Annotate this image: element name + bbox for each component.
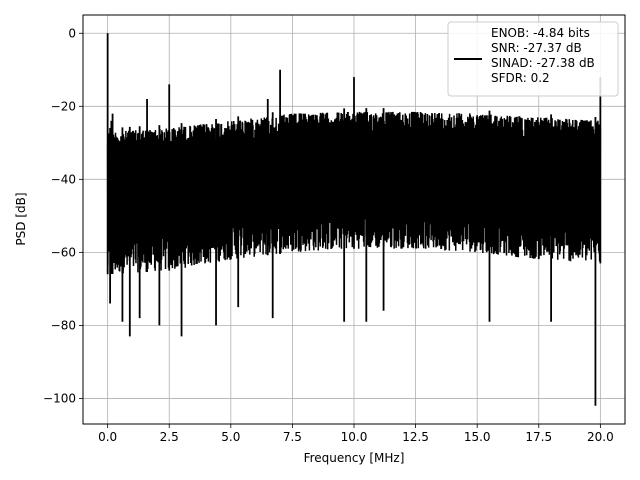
x-tick-label: 20.0 [587, 430, 614, 444]
y-axis-label: PSD [dB] [14, 192, 28, 245]
x-tick-label: 15.0 [464, 430, 491, 444]
x-tick-label: 10.0 [341, 430, 368, 444]
y-tick-label: 0 [68, 26, 76, 40]
y-tick-label: −40 [51, 172, 76, 186]
y-tick-label: −100 [43, 391, 76, 405]
legend-entry: SINAD: -27.38 dB [491, 56, 595, 70]
x-axis-ticks: 0.0 2.5 5.0 7.5 10.0 12.5 15.0 17.5 20.0 [98, 424, 614, 444]
x-tick-label: 12.5 [402, 430, 429, 444]
y-tick-label: −60 [51, 245, 76, 259]
x-axis-label: Frequency [MHz] [304, 451, 405, 465]
x-tick-label: 7.5 [283, 430, 302, 444]
legend-box [447, 21, 619, 97]
legend-entry: ENOB: -4.84 bits [491, 26, 590, 40]
x-tick-label: 2.5 [160, 430, 179, 444]
y-tick-label: −20 [51, 99, 76, 113]
y-tick-label: −80 [51, 318, 76, 332]
legend-entry: SFDR: 0.2 [491, 71, 550, 85]
psd-series [106, 33, 602, 406]
x-tick-label: 5.0 [221, 430, 240, 444]
x-tick-label: 0.0 [98, 430, 117, 444]
x-tick-label: 17.5 [525, 430, 552, 444]
legend-entry: SNR: -27.37 dB [491, 41, 582, 55]
y-axis-ticks: 0 −20 −40 −60 −80 −100 [43, 26, 83, 405]
